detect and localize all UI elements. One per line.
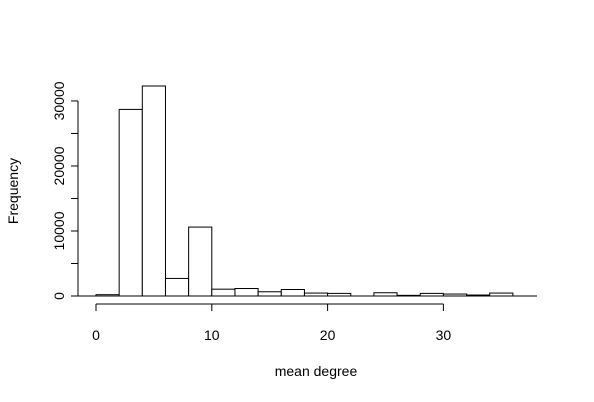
histogram-bar	[141, 85, 166, 297]
histogram-bar	[257, 291, 282, 297]
histogram-bar	[280, 289, 305, 297]
x-axis: 0 10 20 30	[92, 303, 452, 343]
y-axis: 0 10000 20000 30000	[51, 81, 79, 300]
x-tick-label: 20	[320, 327, 336, 343]
histogram-bar	[164, 277, 190, 297]
y-tick-label: 0	[51, 292, 67, 300]
x-tick-label: 30	[436, 327, 452, 343]
y-tick-label: 30000	[51, 81, 67, 120]
histogram-bars	[72, 85, 537, 297]
x-axis-label: mean degree	[275, 363, 358, 379]
histogram-bar	[188, 226, 213, 297]
histogram-bar	[211, 288, 236, 297]
x-tick-label: 10	[204, 327, 220, 343]
y-tick-label: 10000	[51, 211, 67, 250]
y-axis-label: Frequency	[5, 158, 21, 224]
x-tick-label: 0	[92, 327, 100, 343]
histogram-bar	[234, 288, 259, 297]
histogram-bar	[118, 108, 143, 297]
y-tick-label: 20000	[51, 146, 67, 185]
